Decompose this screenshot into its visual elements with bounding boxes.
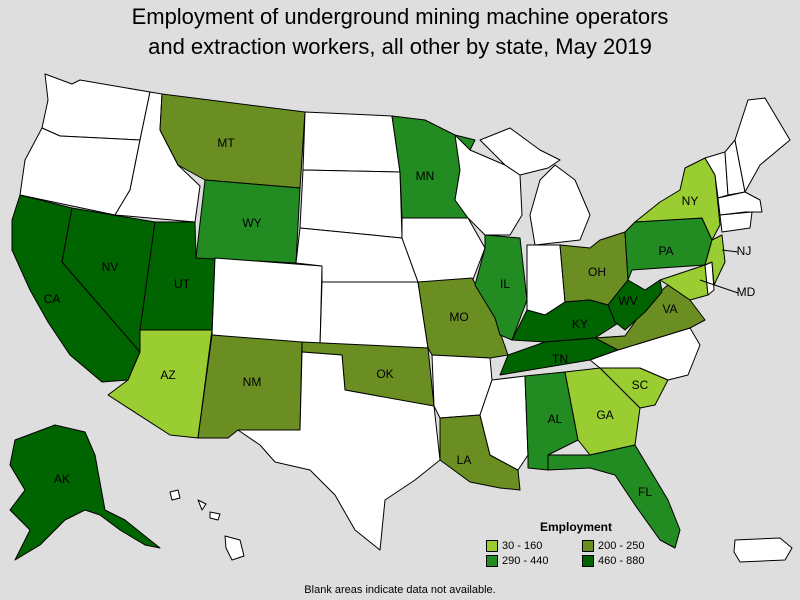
legend-swatch — [582, 555, 594, 567]
state-ct-ri[interactable] — [719, 211, 753, 233]
label-tn: TN — [552, 352, 568, 366]
label-mt: MT — [217, 136, 235, 150]
label-nj: NJ — [737, 244, 752, 258]
state-il[interactable] — [474, 234, 528, 341]
state-hi[interactable] — [169, 489, 245, 561]
state-mi-lower[interactable] — [529, 164, 591, 246]
nj-callout-line — [721, 249, 739, 253]
legend-label: 30 - 160 — [502, 540, 543, 552]
footnote: Blank areas indicate data not available. — [304, 584, 496, 596]
state-fl[interactable] — [547, 444, 681, 549]
label-il: IL — [500, 277, 510, 291]
territory-pr[interactable] — [733, 537, 793, 563]
label-md: MD — [737, 285, 756, 299]
state-ks[interactable] — [319, 281, 429, 349]
map-title-line1: Employment of underground mining machine… — [131, 4, 669, 29]
label-ny: NY — [682, 194, 699, 208]
label-ky: KY — [572, 317, 588, 331]
legend-item: 200 - 250 — [582, 540, 678, 552]
label-mo: MO — [449, 310, 468, 324]
state-nc[interactable] — [589, 327, 701, 381]
legend-swatch — [486, 540, 498, 552]
state-ia[interactable] — [401, 217, 486, 283]
state-ak[interactable] — [9, 424, 161, 561]
label-ca: CA — [44, 292, 61, 306]
label-mn: MN — [416, 169, 435, 183]
state-wa[interactable] — [41, 73, 151, 141]
label-nv: NV — [102, 260, 119, 274]
label-la: LA — [457, 453, 472, 467]
label-sc: SC — [632, 378, 649, 392]
legend-swatch — [582, 540, 594, 552]
label-fl: FL — [638, 485, 652, 499]
label-oh: OH — [588, 265, 606, 279]
state-md[interactable] — [659, 264, 709, 301]
state-mi-upper[interactable] — [479, 127, 561, 176]
state-wv[interactable] — [607, 279, 663, 331]
md-callout-line — [699, 279, 739, 294]
label-ut: UT — [174, 277, 191, 291]
label-al: AL — [548, 412, 563, 426]
legend-item: 290 - 440 — [486, 555, 582, 567]
map-title-line2: and extraction workers, all other by sta… — [148, 34, 652, 59]
state-wi[interactable] — [454, 134, 523, 236]
state-tx[interactable] — [237, 351, 441, 551]
legend-label: 290 - 440 — [502, 555, 549, 567]
label-va: VA — [662, 302, 677, 316]
legend-label: 200 - 250 — [598, 540, 645, 552]
state-in[interactable] — [526, 244, 566, 316]
legend-title: Employment — [539, 520, 612, 534]
label-wv: WV — [618, 294, 637, 308]
label-ak: AK — [54, 472, 70, 486]
state-co[interactable] — [211, 257, 323, 347]
legend-items: 30 - 160 200 - 250 290 - 440 460 - 880 — [486, 540, 686, 567]
label-nm: NM — [243, 375, 262, 389]
legend-item: 460 - 880 — [582, 555, 678, 567]
state-sd[interactable] — [299, 169, 403, 239]
label-ga: GA — [596, 408, 613, 422]
map-title: Employment of underground mining machine… — [0, 2, 800, 62]
state-nd[interactable] — [302, 111, 401, 173]
legend-label: 460 - 880 — [598, 555, 645, 567]
label-az: AZ — [160, 368, 175, 382]
label-pa: PA — [658, 244, 673, 258]
label-ok: OK — [376, 367, 393, 381]
legend: Employment 30 - 160 200 - 250 290 - 440 … — [486, 520, 686, 567]
state-me[interactable] — [734, 97, 791, 193]
label-wy: WY — [242, 216, 261, 230]
state-az[interactable] — [107, 329, 213, 439]
legend-swatch — [486, 555, 498, 567]
legend-item: 30 - 160 — [486, 540, 582, 552]
